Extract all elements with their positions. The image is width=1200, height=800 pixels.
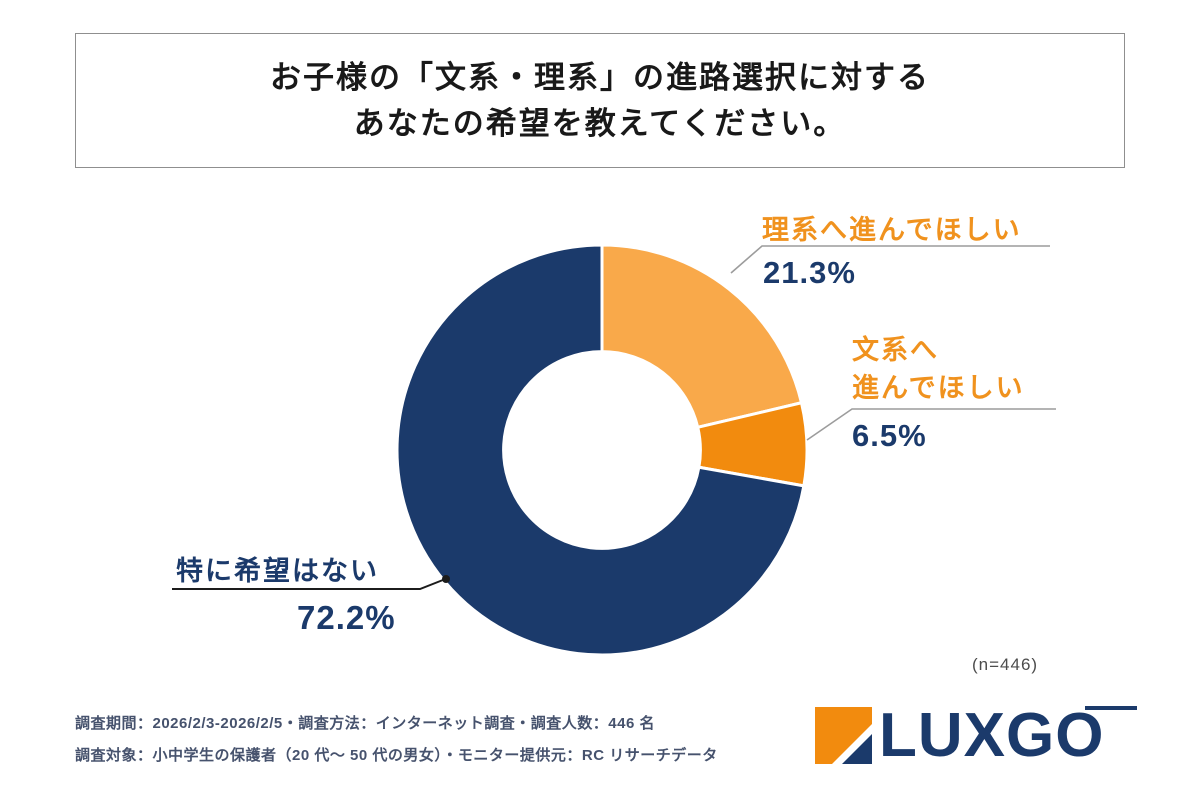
donut-segment-2 (395, 243, 806, 657)
survey-note-line-2: 調査対象：小中学生の保護者（20 代〜 50 代の男女）・モニター提供元：RC … (75, 747, 718, 764)
callout-no-preference-value: 72.2% (297, 599, 396, 636)
donut-segment-0 (600, 243, 803, 429)
survey-note-line-1: 調査期間：2026/2/3-2026/2/5・調査方法：インターネット調査・調査… (75, 715, 655, 732)
callout-humanities-label-line2: 進んでほしい (852, 373, 1025, 404)
title-line-1: お子様の「文系・理系」の進路選択に対する (270, 60, 930, 96)
donut-chart-wrap (392, 240, 812, 660)
logo: LUXGO (815, 704, 1140, 774)
logo-mark-orange-shape (815, 707, 872, 764)
logo-mark-icon (815, 707, 872, 764)
leader-line-humanities (806, 408, 1056, 441)
sample-size-label: (n=446) (972, 655, 1039, 674)
callout-science-value: 21.3% (763, 255, 856, 290)
logo-text: LUXGO (879, 701, 1105, 770)
callout-humanities-value: 6.5% (852, 418, 927, 453)
title-line-2: あなたの希望を教えてください。 (353, 105, 847, 141)
callout-humanities-label: 文系へ 進んでほしい (852, 331, 1025, 408)
survey-notes: 調査期間：2026/2/3-2026/2/5・調査方法：インターネット調査・調査… (75, 712, 718, 776)
callout-science-label: 理系へ進んでほしい (762, 215, 1022, 245)
logo-bar (1085, 706, 1137, 710)
callout-humanities-label-line1: 文系へ (852, 335, 939, 365)
callout-no-preference-label: 特に希望はない (176, 556, 379, 586)
logo-mark-navy-shape (842, 734, 872, 764)
title-box: お子様の「文系・理系」の進路選択に対する あなたの希望を教えてください。 (75, 33, 1125, 168)
donut-chart (395, 243, 809, 657)
